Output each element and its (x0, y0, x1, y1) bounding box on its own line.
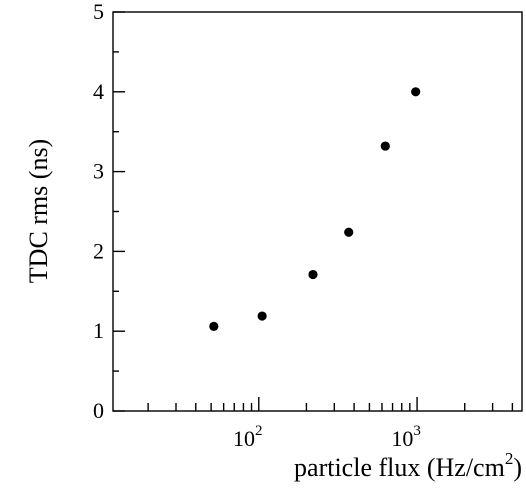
x-tick-label: 102 (233, 423, 263, 451)
y-tick-label: 3 (93, 159, 104, 184)
x-tick-label: 103 (391, 423, 421, 451)
y-tick-label: 4 (93, 79, 104, 104)
tick-labels: 0 1 2 3 4 5 102 103 (93, 0, 421, 451)
x-axis-label: particle flux (Hz/cm2) (294, 449, 522, 482)
data-point (344, 227, 354, 237)
x-axis-label-close: ) (513, 453, 522, 482)
data-point (209, 321, 219, 332)
y-tick-label: 0 (93, 398, 104, 423)
data-point (257, 311, 267, 321)
y-tick-label: 5 (93, 0, 104, 24)
data-point (411, 87, 421, 97)
axis-ticks (113, 11, 514, 412)
data-point (308, 269, 318, 280)
y-axis-label: TDC rms (ns) (24, 139, 53, 283)
y-tick-label: 2 (93, 238, 104, 263)
data-points (209, 87, 421, 332)
x-axis-label-main: particle flux (Hz/cm (294, 453, 505, 482)
x-axis-label-superscript: 2 (505, 449, 514, 468)
data-point (380, 141, 390, 151)
plot-frame-rect (112, 11, 523, 412)
y-tick-label: 1 (93, 318, 104, 343)
plot-frame (112, 11, 523, 412)
